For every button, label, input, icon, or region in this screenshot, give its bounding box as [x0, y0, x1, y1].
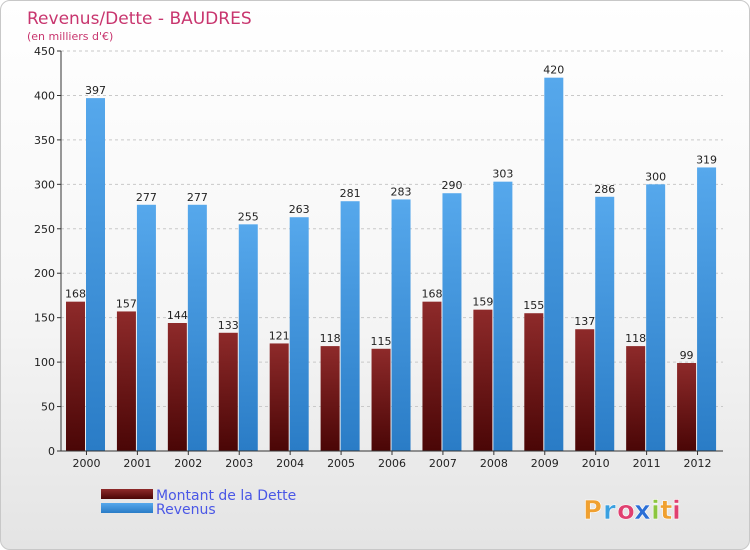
chart-title: Revenus/Dette - BAUDRES: [27, 9, 252, 29]
value-label-revenus-2008: 303: [492, 168, 513, 181]
value-label-dette-2003: 133: [218, 319, 239, 332]
x-tick-label-2012: 2012: [684, 457, 712, 470]
bar-dette-2003: [218, 332, 238, 451]
value-label-dette-2007: 168: [421, 288, 442, 301]
value-label-dette-2005: 118: [320, 332, 341, 345]
y-tick-label: 150: [34, 312, 55, 325]
value-label-dette-2009: 155: [523, 299, 544, 312]
x-tick-label-2008: 2008: [480, 457, 508, 470]
logo-letter: x: [634, 496, 651, 526]
logo-letter: r: [603, 496, 616, 526]
bar-dette-2012: [677, 363, 697, 451]
x-tick-label-2007: 2007: [429, 457, 457, 470]
y-tick-label: 350: [34, 134, 55, 147]
value-label-dette-2006: 115: [371, 335, 392, 348]
bar-dette-2002: [167, 323, 187, 451]
value-label-revenus-2001: 277: [136, 191, 157, 204]
value-label-dette-2008: 159: [472, 296, 493, 309]
value-label-dette-2012: 99: [680, 349, 694, 362]
value-label-revenus-2011: 300: [645, 170, 666, 183]
x-tick-label-2011: 2011: [633, 457, 661, 470]
value-label-dette-2004: 121: [269, 329, 290, 342]
bar-revenus-2002: [187, 204, 207, 451]
value-label-revenus-2010: 286: [594, 183, 615, 196]
value-label-dette-2010: 137: [574, 315, 595, 328]
bar-revenus-2010: [595, 196, 615, 451]
value-label-dette-2000: 168: [65, 288, 86, 301]
y-tick-label: 50: [41, 401, 55, 414]
bar-revenus-2009: [544, 77, 564, 452]
legend-swatch-revenus: [101, 503, 153, 513]
value-label-revenus-2000: 397: [85, 84, 106, 97]
bar-revenus-2001: [136, 204, 156, 451]
y-tick-label: 200: [34, 267, 55, 280]
x-tick-label-2000: 2000: [72, 457, 100, 470]
logo-letter: i: [672, 496, 681, 526]
value-label-revenus-2002: 277: [187, 191, 208, 204]
legend: Montant de la Dette Revenus: [101, 488, 296, 518]
bar-dette-2009: [524, 313, 544, 451]
bar-revenus-2000: [86, 98, 105, 451]
value-label-revenus-2009: 420: [543, 64, 564, 77]
logo-letter: i: [651, 496, 660, 526]
value-label-revenus-2006: 283: [391, 185, 412, 198]
bar-revenus-2003: [238, 224, 258, 451]
value-label-dette-2001: 157: [116, 297, 137, 310]
value-label-revenus-2004: 263: [289, 203, 310, 216]
y-tick-label: 400: [34, 89, 55, 102]
bar-dette-2005: [320, 346, 340, 451]
y-tick-label: 250: [34, 223, 55, 236]
x-tick-label-2005: 2005: [327, 457, 355, 470]
value-label-dette-2002: 144: [167, 309, 188, 322]
value-label-revenus-2012: 319: [696, 153, 717, 166]
x-tick-label-2004: 2004: [276, 457, 304, 470]
value-label-revenus-2003: 255: [238, 210, 259, 223]
bar-dette-2007: [422, 301, 442, 451]
x-tick-label-2003: 2003: [225, 457, 253, 470]
y-tick-label: 300: [34, 178, 55, 191]
logo-letter: t: [660, 496, 672, 526]
bar-dette-2011: [626, 346, 646, 451]
x-tick-label-2001: 2001: [123, 457, 151, 470]
y-tick-label: 0: [48, 445, 55, 458]
chart-subtitle: (en milliers d'€): [27, 30, 113, 43]
bar-dette-2010: [575, 329, 595, 451]
legend-label-debt: Montant de la Dette: [156, 488, 296, 504]
x-tick-label-2009: 2009: [531, 457, 559, 470]
y-tick-label: 450: [34, 45, 55, 58]
x-tick-label-2010: 2010: [582, 457, 610, 470]
x-tick-label-2006: 2006: [378, 457, 406, 470]
bar-revenus-2008: [493, 181, 513, 451]
y-tick-label: 100: [34, 356, 55, 369]
bar-revenus-2004: [289, 217, 309, 451]
bar-dette-2000: [66, 301, 85, 451]
legend-swatch-debt: [101, 489, 153, 499]
bar-revenus-2007: [442, 193, 462, 451]
value-label-revenus-2005: 281: [340, 187, 361, 200]
bar-dette-2001: [116, 311, 136, 451]
value-label-dette-2011: 118: [625, 332, 646, 345]
bar-dette-2008: [473, 309, 493, 451]
bar-revenus-2011: [646, 184, 666, 452]
x-tick-label-2002: 2002: [174, 457, 202, 470]
legend-label-revenus: Revenus: [156, 502, 216, 518]
value-label-revenus-2007: 290: [441, 179, 462, 192]
bar-revenus-2006: [391, 199, 411, 451]
bar-dette-2006: [371, 348, 391, 451]
logo-letter: o: [617, 496, 635, 526]
logo-letter: P: [583, 496, 602, 526]
bar-revenus-2005: [340, 201, 360, 451]
bar-revenus-2012: [697, 167, 717, 451]
bar-dette-2004: [269, 343, 289, 451]
